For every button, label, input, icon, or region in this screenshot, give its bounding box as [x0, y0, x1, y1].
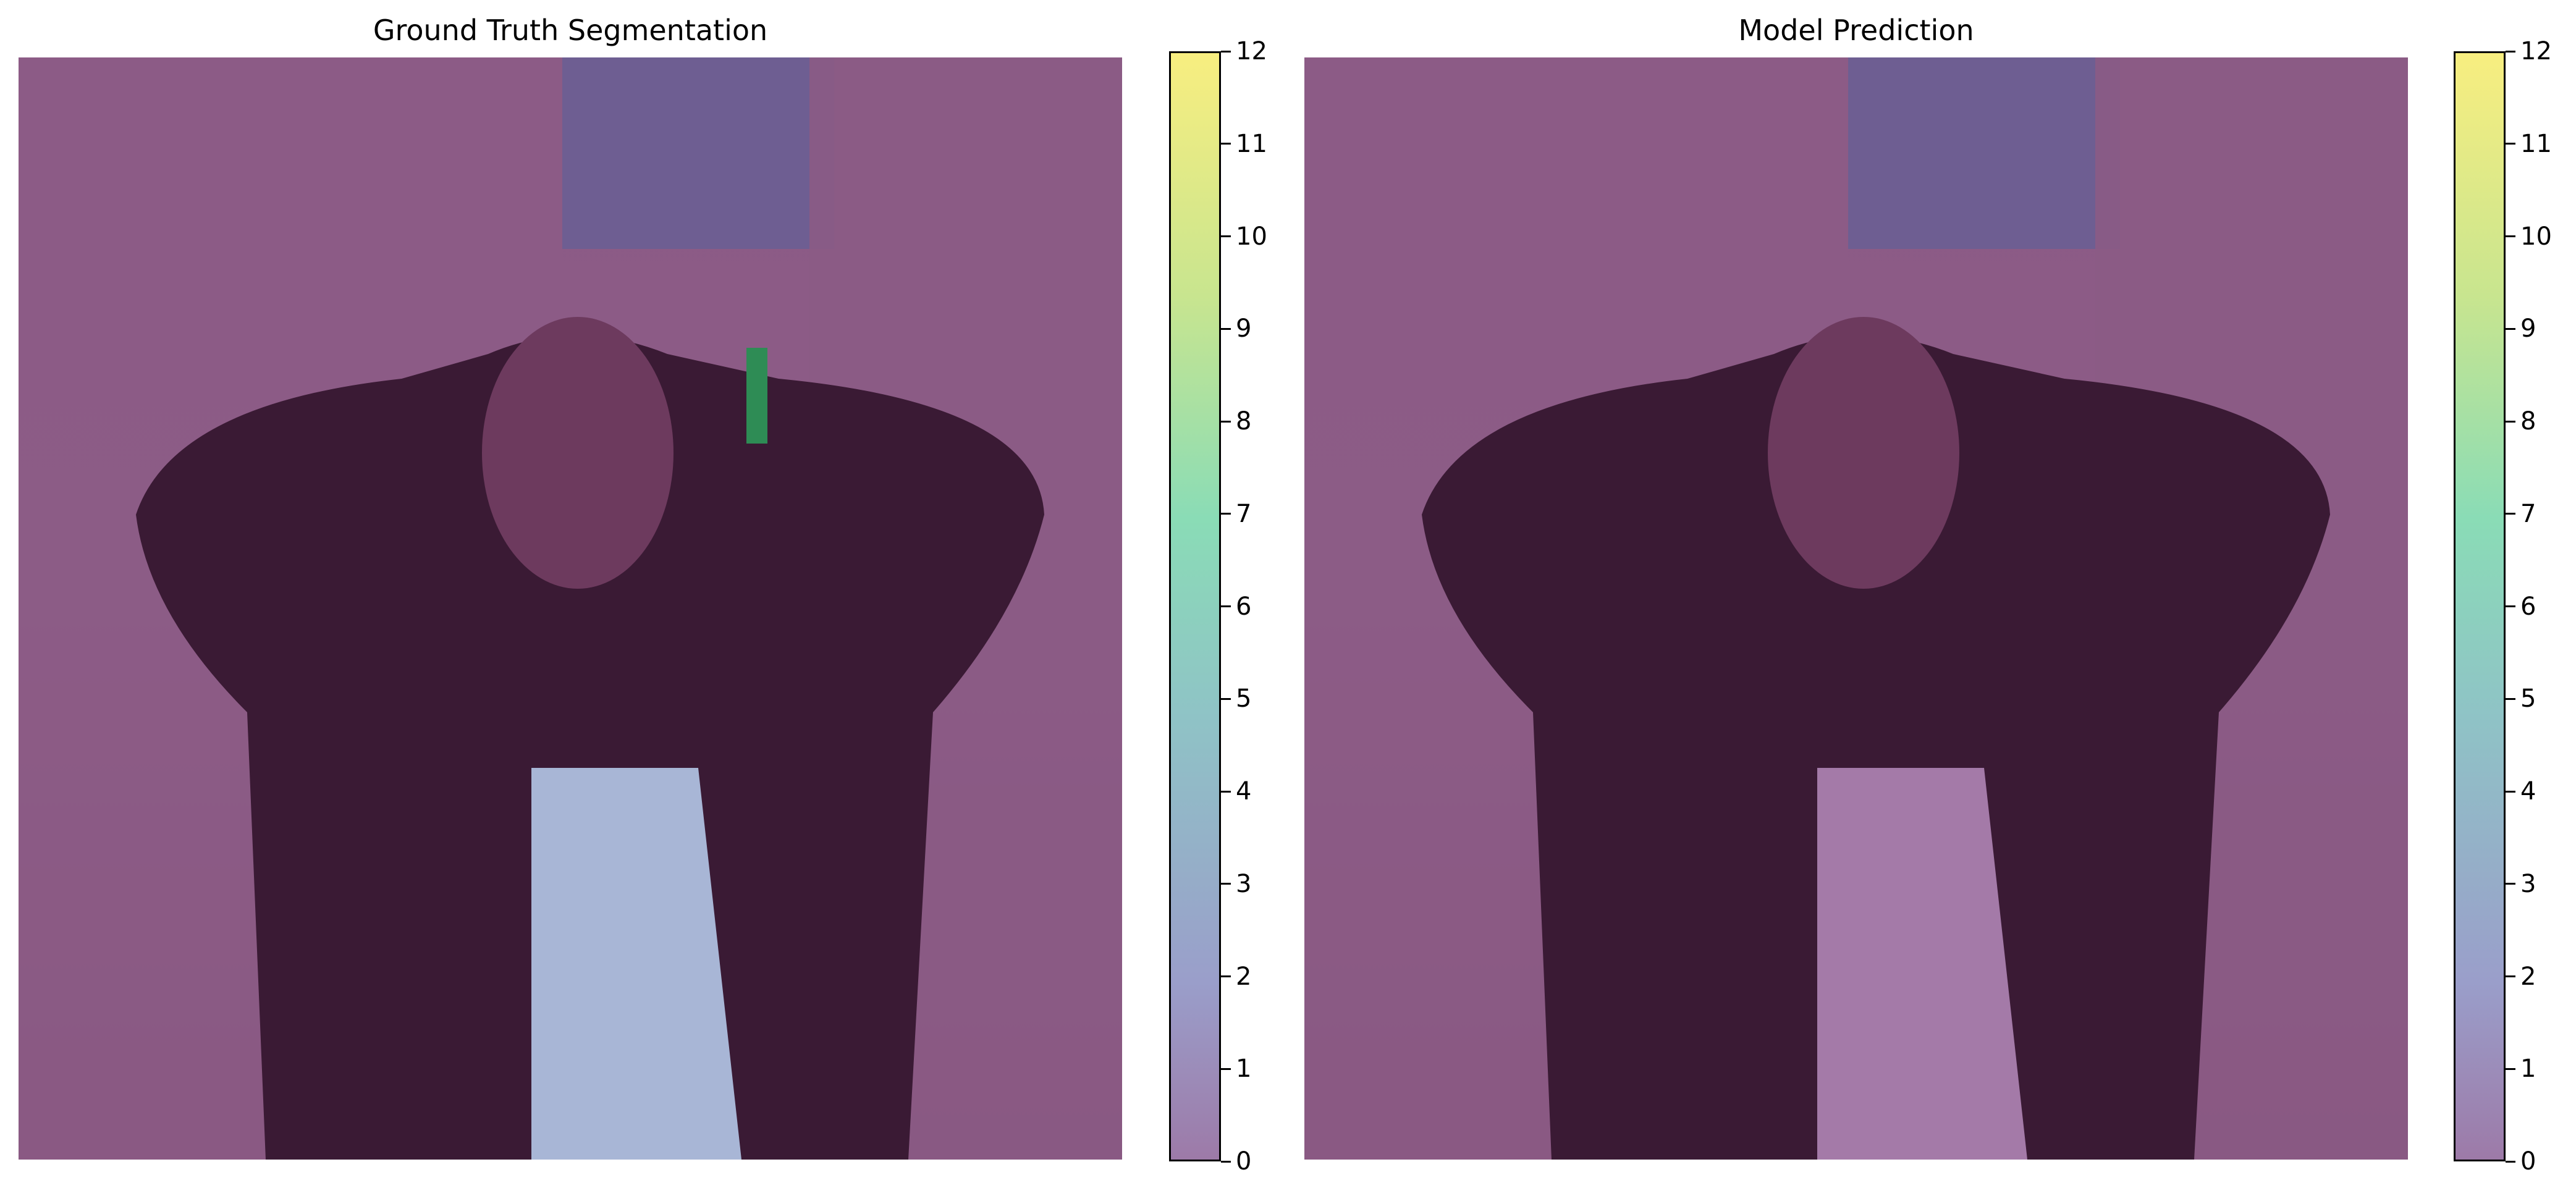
colorbar-tick-label: 10 — [2520, 222, 2552, 251]
prediction-overlay-svg — [1304, 57, 2408, 1160]
colorbar-tick — [2506, 1160, 2515, 1163]
colorbar-tick-label: 7 — [1236, 499, 1252, 528]
colorbar-tick — [1221, 50, 1231, 53]
colorbar-tick-label: 8 — [1236, 407, 1252, 436]
colorbar-tick-label: 12 — [1236, 37, 1267, 65]
colorbar-tick-label: 2 — [1236, 962, 1252, 991]
colorbar-tick — [1221, 605, 1231, 607]
colorbar-tick-label: 0 — [1236, 1147, 1252, 1176]
colorbar-tick-label: 4 — [1236, 777, 1252, 806]
colorbar-tick — [1221, 327, 1231, 330]
colorbar-tick — [2506, 235, 2515, 237]
colorbar-tick — [1221, 790, 1231, 793]
prediction-image — [1304, 57, 2408, 1160]
person-jacket — [1422, 335, 2330, 1160]
person-head — [1768, 317, 1959, 589]
colorbar-tick — [1221, 1160, 1231, 1163]
colorbar-tick — [2506, 605, 2515, 607]
colorbar-tick-label: 5 — [2520, 684, 2536, 714]
colorbar-tick-label: 3 — [1236, 869, 1252, 898]
colorbar-tick — [1221, 143, 1231, 145]
ground-truth-overlay-svg — [19, 57, 1122, 1160]
person-shirt — [531, 768, 741, 1160]
ground-truth-colorbar — [1169, 51, 1221, 1161]
colorbar-tick-label: 1 — [2520, 1055, 2536, 1084]
colorbar-tick-label: 6 — [2520, 592, 2536, 621]
prediction-title: Model Prediction — [1738, 14, 1974, 47]
colorbar-tick — [1221, 513, 1231, 515]
colorbar-tick-label: 10 — [1236, 222, 1267, 251]
ground-truth-title: Ground Truth Segmentation — [373, 14, 768, 47]
colorbar-tick-label: 4 — [2520, 777, 2536, 806]
sky-patch — [1848, 57, 2120, 249]
colorbar-tick — [1221, 697, 1231, 700]
colorbar-tick — [2506, 50, 2515, 53]
colorbar-tick-label: 8 — [2520, 407, 2536, 436]
prediction-panel: Model Prediction 0 1 2 3 4 5 6 7 8 9 10 11 12 — [1288, 0, 2576, 1196]
sky-patch — [562, 57, 834, 249]
colorbar-tick — [2506, 975, 2515, 977]
colorbar-tick — [2506, 883, 2515, 885]
colorbar-tick-label: 5 — [1236, 684, 1252, 714]
colorbar-tick-label: 11 — [1236, 129, 1267, 158]
colorbar-tick — [1221, 883, 1231, 885]
colorbar-tick-label: 6 — [1236, 592, 1252, 621]
ground-truth-image — [19, 57, 1122, 1160]
colorbar-tick-label: 3 — [2520, 869, 2536, 898]
colorbar-tick — [2506, 790, 2515, 793]
colorbar-tick-label: 2 — [2520, 962, 2536, 991]
person-jacket — [136, 335, 1044, 1160]
colorbar-tick — [2506, 327, 2515, 330]
colorbar-tick — [2506, 1068, 2515, 1070]
colorbar-tick-label: 0 — [2520, 1147, 2536, 1176]
colorbar-tick — [1221, 975, 1231, 977]
colorbar-tick — [1221, 420, 1231, 423]
wristband-region — [746, 348, 767, 444]
person-shirt — [1817, 768, 2027, 1160]
colorbar-tick-label: 12 — [2520, 37, 2552, 65]
ground-truth-panel: Ground Truth Segmentation 0 1 2 3 4 5 6 7 8 9 10 11… — [19, 14, 1267, 1176]
colorbar-tick-label: 11 — [2520, 129, 2552, 158]
prediction-colorbar — [2454, 51, 2506, 1161]
colorbar-tick-label: 7 — [2520, 499, 2536, 528]
colorbar-tick-label: 9 — [2520, 314, 2536, 343]
colorbar-tick — [2506, 697, 2515, 700]
person-head — [482, 317, 674, 589]
colorbar-tick-label: 1 — [1236, 1055, 1252, 1084]
colorbar-tick — [1221, 1068, 1231, 1070]
colorbar-tick — [2506, 420, 2515, 423]
colorbar-tick — [2506, 513, 2515, 515]
colorbar-tick — [1221, 235, 1231, 237]
colorbar-tick-label: 9 — [1236, 314, 1252, 343]
colorbar-tick — [2506, 143, 2515, 145]
